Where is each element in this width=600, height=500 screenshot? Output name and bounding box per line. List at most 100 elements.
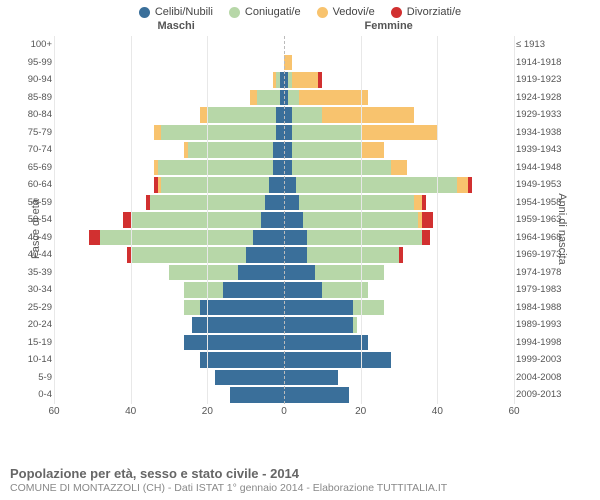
bar-segment	[230, 387, 284, 403]
bar-segment	[422, 195, 426, 211]
bar-segment	[422, 230, 430, 246]
age-label: 30-34	[24, 284, 52, 295]
females-label: Femmine	[365, 20, 413, 32]
bar-male	[184, 300, 284, 316]
age-label: 10-14	[24, 354, 52, 365]
bar-segment	[253, 230, 284, 246]
x-axis: 6040200204060	[54, 406, 514, 422]
grid-line	[54, 36, 55, 404]
age-label: 95-99	[24, 57, 52, 68]
age-label: 50-54	[24, 214, 52, 225]
bar-segment	[284, 212, 303, 228]
grid-line	[131, 36, 132, 404]
bar-segment	[292, 72, 319, 88]
bar-segment	[284, 387, 349, 403]
birth-label: 1984-1988	[516, 302, 568, 313]
bar-segment	[414, 195, 422, 211]
bar-female	[284, 352, 391, 368]
birth-label: 1939-1943	[516, 144, 568, 155]
bar-segment	[284, 300, 353, 316]
bar-segment	[215, 370, 284, 386]
age-label: 35-39	[24, 267, 52, 278]
bar-male	[250, 90, 284, 106]
bar-segment	[299, 90, 368, 106]
bar-female	[284, 370, 338, 386]
age-label: 80-84	[24, 109, 52, 120]
bar-segment	[284, 352, 391, 368]
age-label: 15-19	[24, 337, 52, 348]
bar-female	[284, 247, 403, 263]
bar-segment	[284, 195, 299, 211]
x-tick: 40	[125, 406, 136, 417]
legend-item: Coniugati/e	[229, 6, 301, 18]
column-headers: Maschi Femmine	[0, 20, 600, 36]
bar-segment	[100, 230, 253, 246]
birth-label: 1934-1938	[516, 127, 568, 138]
bar-segment	[131, 247, 246, 263]
bar-segment	[158, 160, 273, 176]
bar-segment	[307, 230, 422, 246]
bar-female	[284, 212, 433, 228]
birth-label: 1989-1993	[516, 319, 568, 330]
bar-female	[284, 195, 426, 211]
bar-segment	[276, 107, 284, 123]
legend-swatch	[229, 7, 240, 18]
bar-segment	[123, 212, 131, 228]
bar-segment	[161, 177, 268, 193]
bar-female	[284, 230, 430, 246]
grid-line	[514, 36, 515, 404]
bar-segment	[422, 212, 434, 228]
bar-male	[230, 387, 284, 403]
bar-male	[184, 282, 284, 298]
bar-segment	[284, 125, 292, 141]
birth-label: 1944-1948	[516, 162, 568, 173]
legend-swatch	[139, 7, 150, 18]
legend-label: Coniugati/e	[245, 6, 301, 18]
birth-label: 1949-1953	[516, 179, 568, 190]
birth-label: 1914-1918	[516, 57, 568, 68]
bar-segment	[288, 90, 300, 106]
chart-title: Popolazione per età, sesso e stato civil…	[10, 466, 590, 481]
birth-label: 1969-1973	[516, 249, 568, 260]
bar-female	[284, 107, 414, 123]
bar-female	[284, 300, 384, 316]
legend-swatch	[391, 7, 402, 18]
bar-male	[184, 335, 284, 351]
birth-label: 1919-1923	[516, 74, 568, 85]
age-label: 90-94	[24, 74, 52, 85]
bar-segment	[284, 177, 296, 193]
bar-segment	[353, 317, 357, 333]
age-label: 70-74	[24, 144, 52, 155]
birth-label: 1979-1983	[516, 284, 568, 295]
bar-segment	[261, 212, 284, 228]
bar-segment	[184, 300, 199, 316]
bar-male	[215, 370, 284, 386]
age-label: 65-69	[24, 162, 52, 173]
legend: Celibi/NubiliConiugati/eVedovi/eDivorzia…	[0, 0, 600, 20]
birth-label: ≤ 1913	[516, 39, 568, 50]
bar-segment	[284, 317, 353, 333]
age-label: 100+	[24, 39, 52, 50]
age-label: 85-89	[24, 92, 52, 103]
legend-swatch	[317, 7, 328, 18]
bar-male	[169, 265, 284, 281]
birth-label: 1954-1958	[516, 197, 568, 208]
age-label: 55-59	[24, 197, 52, 208]
age-label: 0-4	[24, 389, 52, 400]
chart-subtitle: COMUNE DI MONTAZZOLI (CH) - Dati ISTAT 1…	[10, 482, 590, 494]
age-label: 20-24	[24, 319, 52, 330]
bar-segment	[276, 125, 284, 141]
birth-label: 1924-1928	[516, 92, 568, 103]
birth-label: 1974-1978	[516, 267, 568, 278]
legend-label: Divorziati/e	[407, 6, 461, 18]
bar-segment	[284, 265, 315, 281]
bar-segment	[89, 230, 101, 246]
center-line	[284, 36, 285, 404]
bar-segment	[284, 230, 307, 246]
bar-segment	[361, 142, 384, 158]
legend-label: Celibi/Nubili	[155, 6, 213, 18]
bar-segment	[307, 247, 399, 263]
grid-line	[361, 36, 362, 404]
bar-segment	[318, 72, 322, 88]
bar-female	[284, 72, 322, 88]
